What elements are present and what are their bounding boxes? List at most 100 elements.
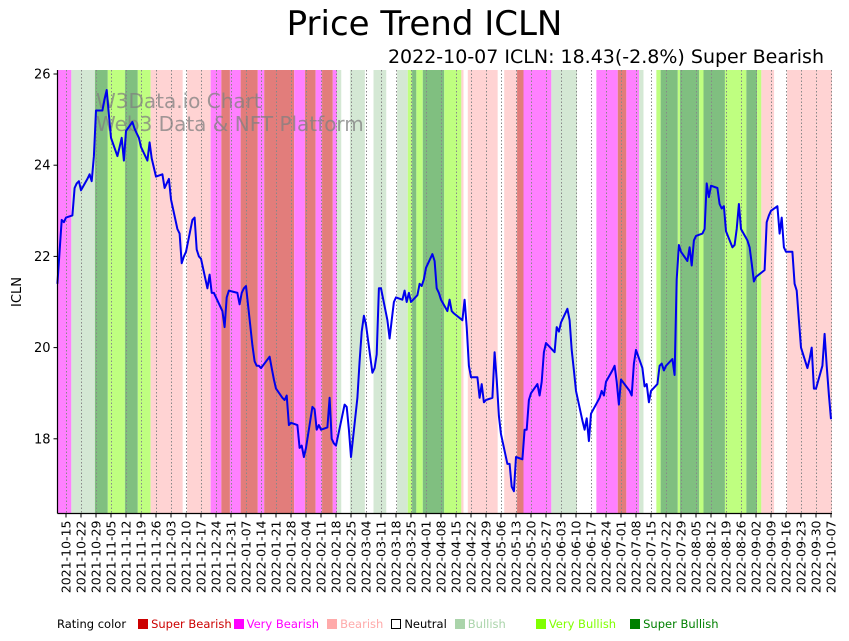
legend-label: Bullish [467,617,506,631]
x-tick-label: 2021-11-05 [104,521,119,594]
rating-band-super-bullish [679,70,700,514]
legend-item-super-bearish: Super Bearish [138,617,232,631]
x-tick-label: 2022-01-14 [254,520,269,593]
x-tick-label: 2022-04-08 [434,520,449,593]
x-tick-label: 2022-05-06 [494,520,509,593]
rating-band-neutral [386,70,398,514]
legend-label: Neutral [404,617,447,631]
x-tick-label: 2022-07-08 [629,520,644,593]
x-tick-label: 2022-05-27 [539,521,554,594]
rating-band-bullish [551,70,578,514]
legend-item-bearish: Bearish [327,617,383,631]
x-tick-label: 2022-02-04 [299,520,314,593]
x-tick-label: 2022-03-25 [404,521,419,594]
y-tick-label: 24 [34,159,51,174]
rating-band-bullish [397,70,408,514]
legend-label: Super Bullish [643,617,719,631]
watermark-line-2: Web3 Data & NFT Platform [96,112,364,136]
rating-band-very-bullish [416,70,423,514]
legend-item-neutral: Neutral [391,617,447,631]
x-tick-label: 2021-10-29 [89,520,104,593]
rating-band-bullish [639,70,644,514]
watermark-line-1: W3Data.io Chart [96,89,262,113]
x-tick-label: 2021-12-10 [179,520,194,593]
rating-band-neutral [577,70,597,514]
x-tick-label: 2021-12-24 [209,520,224,593]
rating-band-very-bearish [332,70,338,514]
x-tick-label: 2022-03-04 [359,520,374,593]
axes: 18 20 22 24 26 2021-10-15 2021-10-22 2021-10-29… [34,68,839,594]
x-tick-label: 2021-10-15 [59,521,74,594]
y-axis-label: ICLN [10,277,25,307]
rating-band-bearish [761,70,775,514]
rating-band-bearish [787,70,832,514]
legend-item-super-bullish: Super Bullish [630,617,719,631]
rating-band-very-bearish [596,70,618,514]
legend-swatch [391,619,402,629]
legend-swatch [138,619,149,629]
rating-band-very-bearish [57,70,72,514]
rating-band-neutral [182,70,188,514]
rating-band-super-bearish [240,70,258,514]
rating-band-very-bullish [757,70,762,514]
rating-band-neutral [463,70,468,514]
chart-title: Price Trend ICLN [286,4,563,44]
rating-band-very-bearish [294,70,305,514]
rating-band-neutral [364,70,374,514]
x-tick-label: 2022-08-19 [719,520,734,593]
rating-band-bullish [349,70,365,514]
rating-band-super-bullish [746,70,758,514]
rating-band-very-bullish [724,70,747,514]
legend-swatch [535,619,546,629]
rating-band-bullish [71,70,95,514]
x-tick-label: 2022-09-09 [764,520,779,593]
rating-band-super-bullish [94,70,108,514]
x-tick-label: 2022-06-10 [569,520,584,593]
x-tick-label: 2022-03-11 [374,521,389,594]
x-tick-label: 2022-07-01 [614,521,629,594]
rating-band-very-bullish [656,70,661,514]
x-tick-label: 2022-07-22 [659,521,674,594]
legend-swatch [233,619,244,629]
x-tick-label: 2022-07-29 [674,520,689,593]
rating-band-super-bullish [703,70,725,514]
x-tick-label: 2022-02-25 [344,521,359,594]
rating-band-super-bullish [124,70,138,514]
rating-band-bearish [467,70,498,514]
rating-band-bullish [373,70,387,514]
x-tick-label: 2022-08-05 [689,521,704,594]
rating-band-neutral [341,70,350,514]
rating-band-bearish [187,70,211,514]
x-tick-label: 2022-04-01 [419,521,434,594]
rating-band-neutral [774,70,788,514]
x-tick-label: 2021-12-17 [194,521,209,594]
rating-band-super-bullish [422,70,445,514]
x-tick-label: 2022-06-17 [584,521,599,594]
legend-swatch [454,619,465,629]
x-tick-label: 2021-11-12 [119,521,134,594]
rating-band-super-bearish [304,70,316,514]
rating-band-bearish [150,70,183,514]
chart-subtitle: 2022-10-07 ICLN: 18.43(-2.8%) Super Bear… [387,46,824,68]
x-tick-label: 2022-05-20 [524,520,539,593]
y-tick-label: 26 [34,68,51,83]
x-tick-label: 2021-12-31 [224,521,239,594]
rating-band-very-bullish [677,70,680,514]
legend-label: Super Bearish [151,617,232,631]
rating-band-bearish [504,70,518,514]
rating-band-very-bullish [444,70,462,514]
legend-item-very-bullish: Very Bullish [535,617,617,631]
x-tick-label: 2022-05-13 [509,521,524,594]
rating-band-very-bearish [523,70,552,514]
legend-item-bullish: Bullish [454,617,506,631]
legend-label: Very Bearish [246,617,320,631]
rating-band-very-bullish [107,70,125,514]
legend-label: Very Bullish [548,617,617,631]
rating-band-super-bearish [322,70,333,514]
x-tick-label: 2022-02-11 [314,521,329,594]
x-tick-label: 2022-01-28 [284,520,299,593]
x-tick-label: 2022-06-24 [599,520,614,593]
x-tick-label: 2022-03-18 [389,520,404,593]
y-tick-label: 18 [34,432,51,447]
rating-band-super-bearish [221,70,230,514]
